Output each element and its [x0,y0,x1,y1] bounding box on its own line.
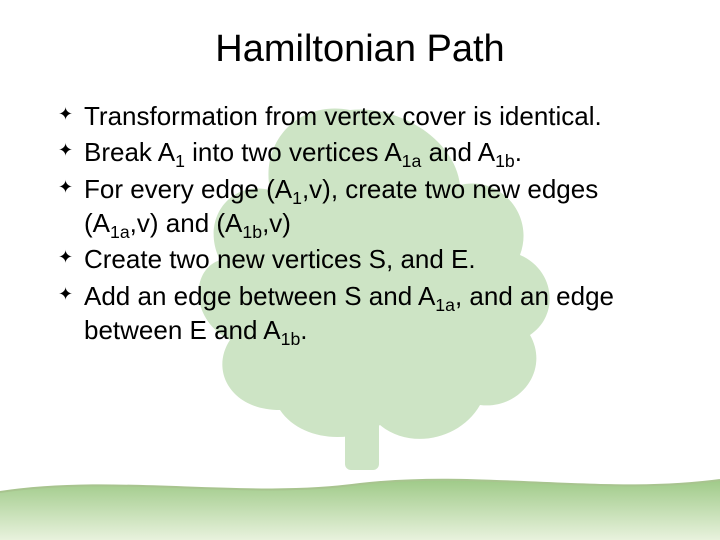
ground-background [0,470,720,540]
bullet-item: For every edge (A1,v), create two new ed… [58,172,670,241]
bullet-item: Transformation from vertex cover is iden… [58,99,670,133]
slide-content: Hamiltonian Path Transformation from ver… [0,0,720,347]
slide-title: Hamiltonian Path [50,28,670,71]
bullet-list: Transformation from vertex cover is iden… [50,99,670,347]
bullet-item: Add an edge between S and A1a, and an ed… [58,279,670,348]
bullet-item: Break A1 into two vertices A1a and A1b. [58,135,670,169]
bullet-item: Create two new vertices S, and E. [58,242,670,276]
